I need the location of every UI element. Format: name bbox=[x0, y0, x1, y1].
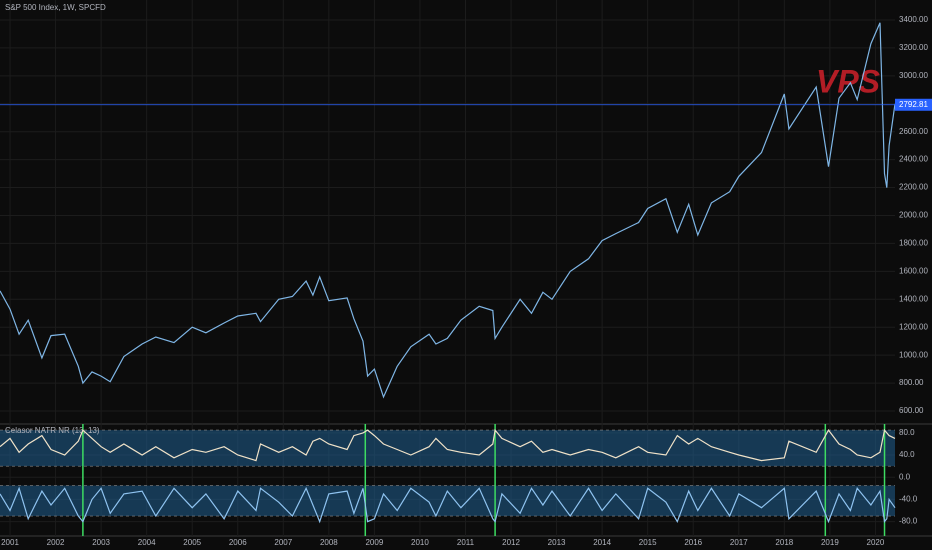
last-price-box bbox=[895, 98, 932, 111]
band bbox=[0, 485, 895, 517]
indicator-title: Celasor NATR NR (13, 13) bbox=[5, 426, 100, 435]
x-tick-label: 2018 bbox=[775, 538, 793, 547]
x-tick-label: 2003 bbox=[92, 538, 110, 547]
band bbox=[0, 430, 895, 467]
x-tick-label: 2006 bbox=[229, 538, 247, 547]
x-tick-label: 2001 bbox=[1, 538, 19, 547]
x-tick-label: 2016 bbox=[684, 538, 702, 547]
y-tick-label: 2000.00 bbox=[899, 211, 928, 220]
x-tick-label: 2011 bbox=[457, 538, 475, 547]
y-tick-label: 2600.00 bbox=[899, 127, 928, 136]
x-tick-label: 2005 bbox=[183, 538, 201, 547]
y-tick-label: 1600.00 bbox=[899, 266, 928, 275]
y-tick-label: 1400.00 bbox=[899, 294, 928, 303]
x-tick-label: 2009 bbox=[365, 538, 383, 547]
series-line bbox=[0, 428, 896, 462]
y-tick-label: 2400.00 bbox=[899, 155, 928, 164]
x-tick-label: 2020 bbox=[867, 538, 885, 547]
x-tick-label: 2017 bbox=[730, 538, 748, 547]
y-tick-label: 40.0 bbox=[899, 450, 915, 459]
y-tick-label: -80.0 bbox=[899, 517, 918, 526]
y-tick-label: 2200.00 bbox=[899, 183, 928, 192]
y-tick-label: -40.0 bbox=[899, 495, 918, 504]
y-tick-label: 1000.00 bbox=[899, 350, 928, 359]
watermark: VPS bbox=[816, 63, 881, 99]
series-line bbox=[0, 22, 896, 399]
x-tick-label: 2012 bbox=[502, 538, 520, 547]
x-tick-label: 2007 bbox=[274, 538, 292, 547]
y-tick-label: 1200.00 bbox=[899, 322, 928, 331]
x-tick-label: 2002 bbox=[47, 538, 65, 547]
y-tick-label: 3000.00 bbox=[899, 71, 928, 80]
last-price-label: 2792.81 bbox=[899, 100, 928, 109]
x-tick-label: 2010 bbox=[411, 538, 429, 547]
chart-title: S&P 500 Index, 1W, SPCFD bbox=[5, 3, 106, 12]
x-tick-label: 2013 bbox=[548, 538, 566, 547]
x-tick-label: 2015 bbox=[639, 538, 657, 547]
y-tick-label: 600.00 bbox=[899, 406, 924, 415]
x-tick-label: 2019 bbox=[821, 538, 839, 547]
y-tick-label: 3200.00 bbox=[899, 43, 928, 52]
x-tick-label: 2014 bbox=[593, 538, 611, 547]
x-tick-label: 2004 bbox=[138, 538, 156, 547]
y-tick-label: 0.0 bbox=[899, 472, 911, 481]
y-tick-label: 3400.00 bbox=[899, 15, 928, 24]
y-tick-label: 80.0 bbox=[899, 428, 915, 437]
x-tick-label: 2008 bbox=[320, 538, 338, 547]
y-tick-label: 1800.00 bbox=[899, 239, 928, 248]
y-tick-label: 800.00 bbox=[899, 378, 924, 387]
series-line bbox=[0, 486, 896, 524]
